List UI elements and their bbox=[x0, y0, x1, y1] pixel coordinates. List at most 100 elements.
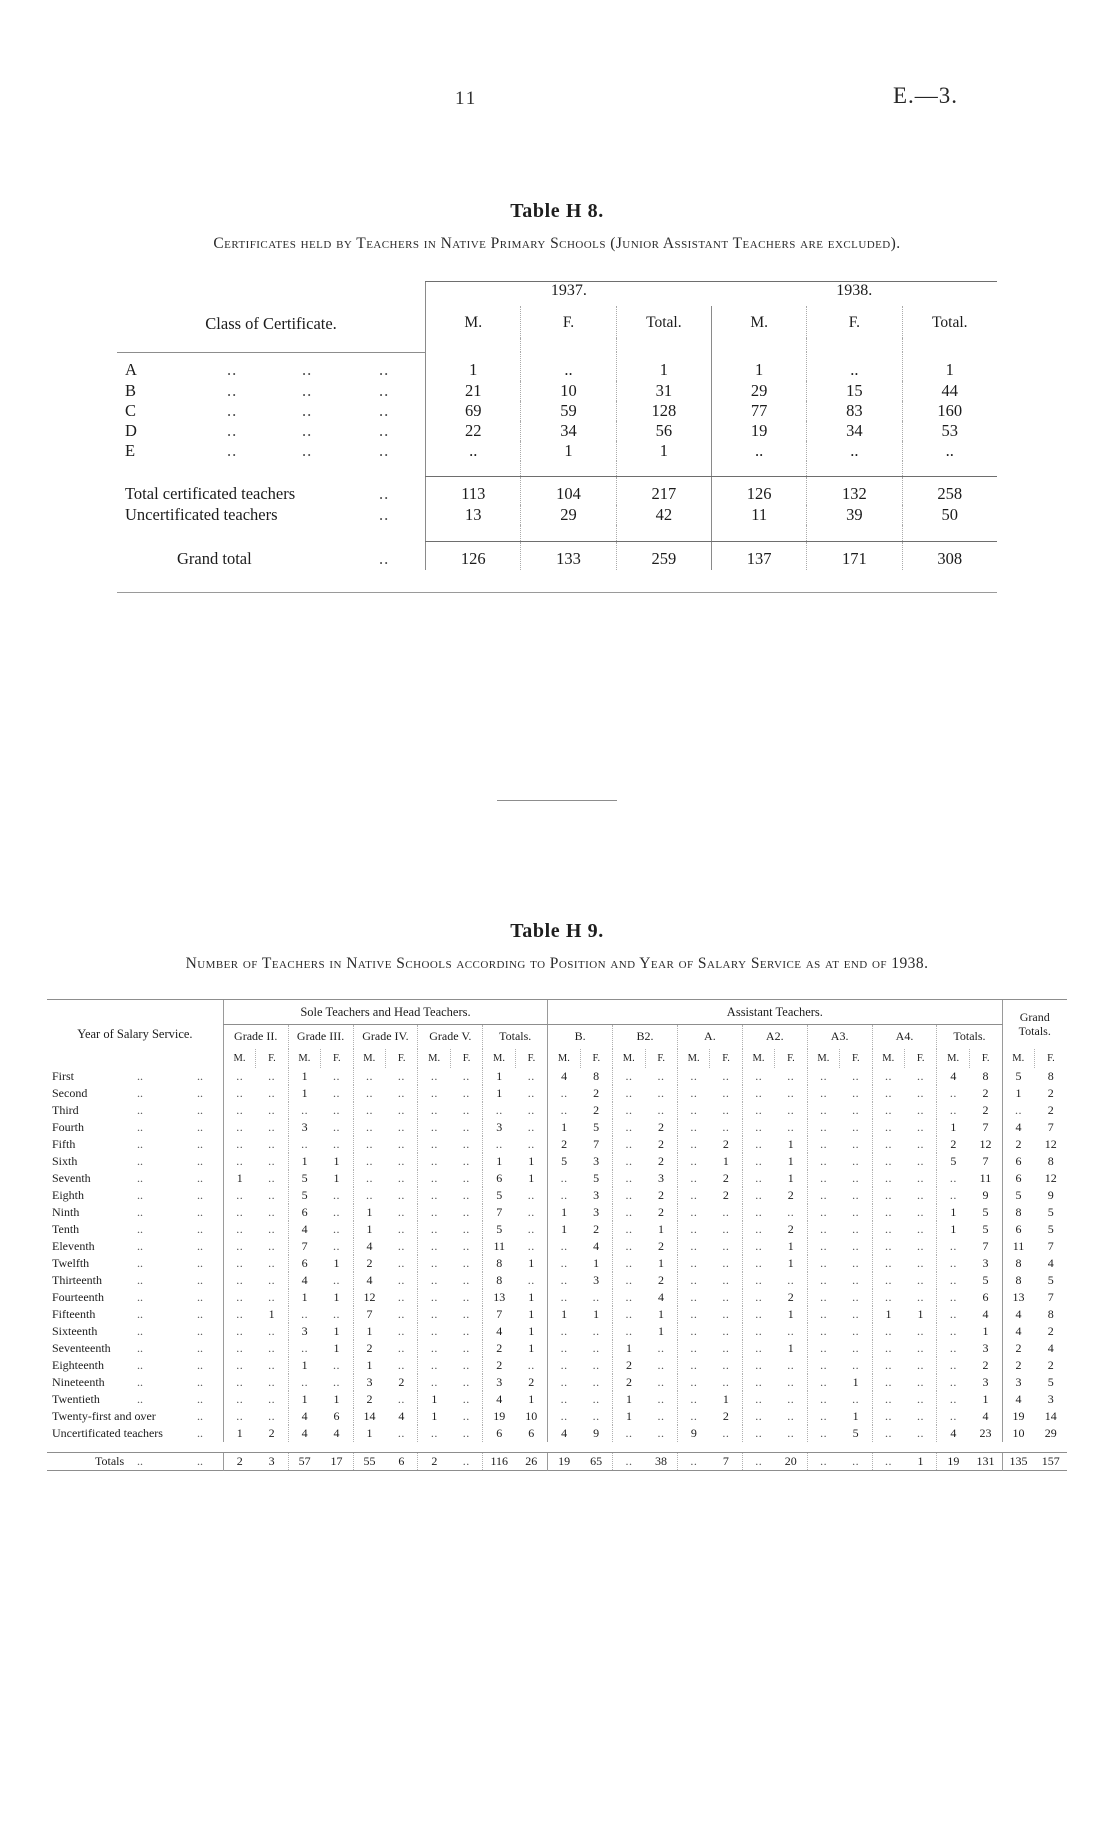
cell: 2 bbox=[787, 1290, 794, 1305]
cell: .. bbox=[871, 1136, 905, 1154]
cell: 5 bbox=[1001, 1068, 1035, 1086]
cell: .. bbox=[676, 1136, 710, 1154]
cell: .. bbox=[852, 1324, 860, 1339]
cell: .. bbox=[936, 1085, 970, 1103]
cell: 1 bbox=[482, 1085, 516, 1103]
cell: .. bbox=[741, 1102, 775, 1120]
cell: 1 bbox=[482, 1153, 516, 1171]
cell: 1 bbox=[352, 1221, 386, 1239]
cell: .. bbox=[916, 1358, 924, 1373]
cell: 2 bbox=[1001, 1340, 1035, 1358]
cell: 131 bbox=[976, 1454, 995, 1469]
cell: .. bbox=[806, 1204, 840, 1222]
leader-dots: .. bbox=[227, 440, 238, 460]
cell: .. bbox=[352, 1136, 386, 1154]
cell: .. bbox=[482, 1102, 516, 1120]
cell: 8 bbox=[1047, 1154, 1054, 1169]
row-label-text: Totals bbox=[95, 1454, 125, 1469]
cell: .. bbox=[222, 1323, 256, 1341]
cell: .. bbox=[397, 1290, 405, 1305]
cell: 1 bbox=[352, 1323, 386, 1341]
cell: .. bbox=[397, 1256, 405, 1271]
cell: .. bbox=[936, 1238, 970, 1256]
cell: 1 bbox=[852, 1375, 859, 1390]
cell: .. bbox=[527, 1188, 535, 1203]
cell: .. bbox=[741, 1272, 775, 1290]
cell: .. bbox=[936, 1374, 970, 1392]
cell: .. bbox=[806, 1119, 840, 1137]
table-h9-mf-header-cell: F. bbox=[320, 1049, 354, 1069]
cell: .. bbox=[852, 1341, 860, 1356]
cell: .. bbox=[676, 1452, 710, 1471]
cell: 133 bbox=[520, 541, 617, 570]
cell: 128 bbox=[615, 400, 712, 421]
leader-dots: .. bbox=[227, 420, 238, 440]
cell: 7 bbox=[1047, 1120, 1054, 1135]
cell: 2 bbox=[657, 1273, 664, 1288]
cell: .. bbox=[676, 1221, 710, 1239]
row-label-text: Eighth bbox=[52, 1188, 84, 1203]
cell: 1 bbox=[901, 352, 997, 381]
leader-dots: .. bbox=[197, 1375, 203, 1390]
cell: .. bbox=[268, 1086, 276, 1101]
cell: 1 bbox=[871, 1306, 905, 1324]
cell: 13 bbox=[1001, 1289, 1035, 1307]
leader-dots: .. bbox=[137, 1103, 143, 1118]
leader-dots: .. bbox=[227, 359, 238, 379]
cell: 2 bbox=[787, 1188, 794, 1203]
cell: .. bbox=[397, 1222, 405, 1237]
cell: .. bbox=[397, 1239, 405, 1254]
running-head: 11 E.—3. bbox=[0, 83, 1114, 118]
cell: 1 bbox=[722, 1154, 729, 1169]
cell: .. bbox=[547, 1340, 581, 1358]
cell: .. bbox=[527, 1120, 535, 1135]
cell: 2 bbox=[593, 1222, 600, 1237]
cell: 69 bbox=[425, 400, 521, 421]
cell: .. bbox=[462, 1171, 470, 1186]
cell: 9 bbox=[1047, 1188, 1054, 1203]
cell: .. bbox=[547, 1238, 581, 1256]
cell: .. bbox=[787, 1069, 795, 1084]
cell: 1 bbox=[528, 1171, 535, 1186]
cell: .. bbox=[936, 1391, 970, 1409]
cell: .. bbox=[417, 1170, 451, 1188]
cell: .. bbox=[352, 1119, 386, 1137]
cell: .. bbox=[676, 1119, 710, 1137]
cell: .. bbox=[397, 1358, 405, 1373]
cell: .. bbox=[722, 1358, 730, 1373]
cell: .. bbox=[397, 1137, 405, 1152]
table-h8-stub-header: Class of Certificate. bbox=[205, 314, 337, 334]
cell: .. bbox=[462, 1454, 470, 1469]
cell: .. bbox=[806, 1238, 840, 1256]
leader-dots: .. bbox=[302, 380, 313, 400]
table-h8-section: Table H 8. Certificates held by Teachers… bbox=[0, 200, 1114, 593]
table-h8-year-1937: 1937. bbox=[425, 281, 712, 307]
cell: 19 bbox=[482, 1408, 516, 1426]
row-label-text: E bbox=[125, 440, 136, 460]
table-row: Fifth........................ 2 7.. 2.. 2.. 1… bbox=[47, 1136, 1067, 1154]
table-h8-col-1937-m: M. bbox=[425, 306, 521, 339]
leader-dots: .. bbox=[197, 1273, 203, 1288]
cell: .. bbox=[852, 1069, 860, 1084]
cell: 5 bbox=[982, 1222, 989, 1237]
cell: .. bbox=[722, 1120, 730, 1135]
cell: .. bbox=[722, 1426, 730, 1441]
cell: .. bbox=[527, 1103, 535, 1118]
cell: 6 bbox=[398, 1454, 405, 1469]
cell: .. bbox=[741, 1187, 775, 1205]
cell: 217 bbox=[615, 476, 712, 506]
cell: .. bbox=[871, 1272, 905, 1290]
cell: .. bbox=[852, 1086, 860, 1101]
cell: 5 bbox=[1047, 1273, 1054, 1288]
table-row: Twelfth........ 6 1 2...... 8 1.. 1.. 1...... 1.… bbox=[47, 1255, 1067, 1273]
cell: .. bbox=[916, 1239, 924, 1254]
cell: 4 bbox=[936, 1425, 970, 1443]
cell: .. bbox=[916, 1086, 924, 1101]
cell: .. bbox=[612, 1170, 645, 1188]
cell: .. bbox=[397, 1120, 405, 1135]
cell: .. bbox=[612, 1289, 645, 1307]
cell: 2 bbox=[1001, 1136, 1035, 1154]
cell: .. bbox=[901, 440, 997, 461]
cell: 1 bbox=[657, 1256, 664, 1271]
cell: 2 bbox=[657, 1205, 664, 1220]
